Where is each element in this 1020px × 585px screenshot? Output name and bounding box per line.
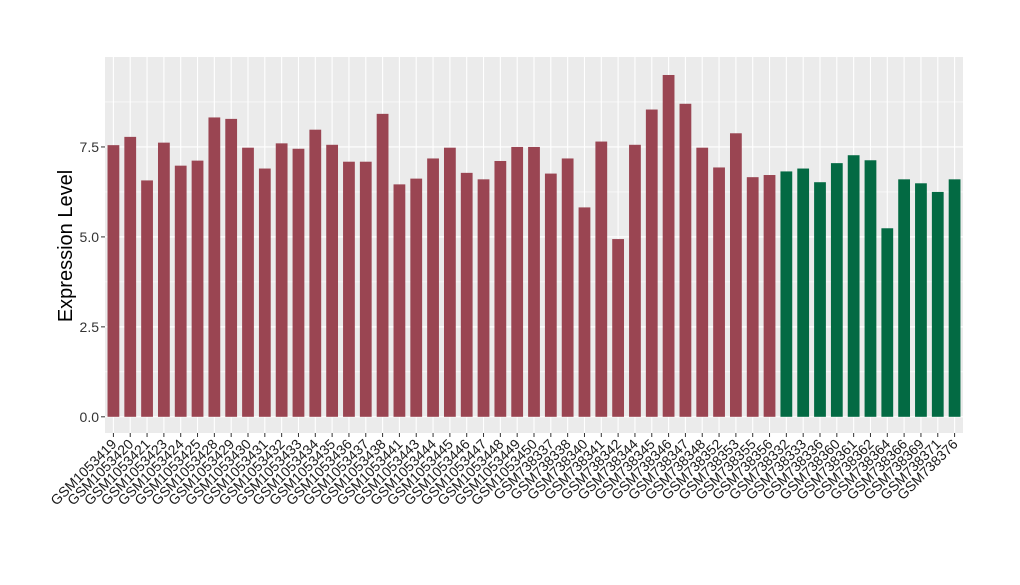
bar [561, 158, 574, 417]
bar [157, 142, 170, 417]
bar [612, 239, 625, 417]
bars [107, 74, 961, 417]
bar [881, 228, 894, 417]
bar [343, 161, 355, 417]
bar [595, 141, 608, 417]
bar [174, 165, 187, 417]
y-tick-label: 2.5 [80, 319, 100, 335]
bar [410, 178, 423, 417]
bar [359, 161, 372, 417]
bar [763, 175, 776, 417]
bar [898, 179, 911, 417]
bar [864, 160, 877, 417]
bar [948, 179, 961, 417]
bar [427, 158, 439, 417]
x-axis: GSM1053419GSM1053420GSM1053421GSM1053423… [47, 433, 961, 508]
bar [326, 144, 339, 417]
bar [746, 177, 759, 417]
bar [528, 146, 540, 417]
bar [696, 147, 709, 417]
y-tick-label: 5.0 [80, 229, 100, 245]
bar [830, 163, 843, 417]
bar [679, 103, 692, 417]
bar [511, 146, 524, 417]
bar [191, 160, 204, 417]
y-axis-label: Expression Level [55, 170, 77, 322]
bar [292, 148, 305, 417]
bar [443, 147, 456, 417]
bar [847, 155, 860, 417]
bar [713, 167, 725, 417]
bar [629, 144, 641, 417]
y-tick-label: 0.0 [80, 409, 100, 425]
y-axis: 0.0 2.5 5.0 7.5 [80, 139, 105, 425]
y-tick-label: 7.5 [80, 139, 100, 155]
bar [578, 207, 591, 417]
bar [915, 183, 927, 417]
bar [814, 182, 826, 417]
bar [662, 74, 675, 417]
bar [477, 179, 490, 417]
bar [376, 113, 389, 417]
bar [309, 129, 322, 417]
bar [141, 180, 153, 417]
bar [393, 184, 406, 417]
bar [208, 117, 221, 417]
bar [797, 168, 810, 417]
bar [729, 133, 742, 417]
bar [107, 145, 120, 417]
bar [544, 173, 557, 417]
bar [494, 160, 507, 417]
bar [242, 147, 254, 417]
bar [460, 172, 473, 417]
bar [645, 109, 658, 417]
bar [780, 171, 793, 417]
bar [931, 191, 944, 417]
bar [225, 118, 238, 417]
bar [124, 136, 137, 417]
bar [275, 143, 288, 417]
bar [258, 168, 271, 417]
